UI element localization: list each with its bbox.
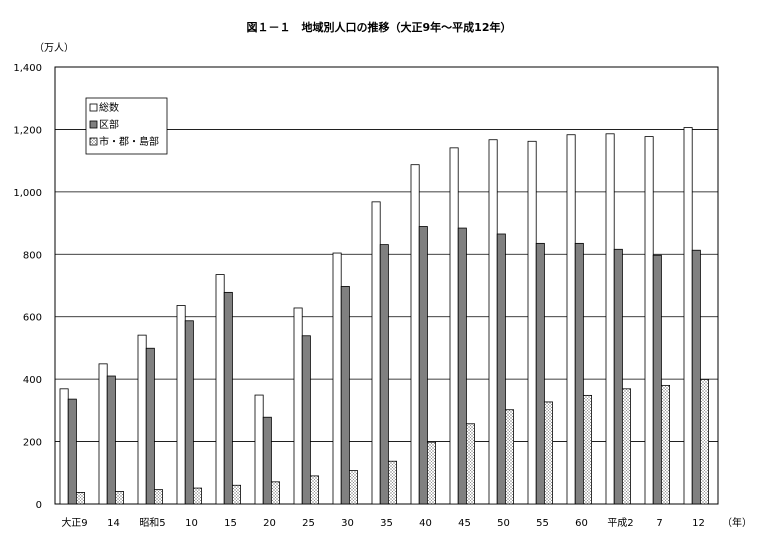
legend-label: 区部 xyxy=(99,118,119,131)
bar-white xyxy=(683,127,693,505)
x-axis-unit: （年） xyxy=(722,516,752,529)
bar-gray xyxy=(574,242,584,505)
x-tick-label: 55 xyxy=(536,518,549,529)
bar-white xyxy=(371,201,381,505)
x-tick-label: 大正9 xyxy=(61,516,87,529)
bar-gray xyxy=(652,254,662,505)
bars xyxy=(59,127,710,505)
bar-dotted xyxy=(622,388,632,505)
bar-gray xyxy=(691,249,701,505)
bar-gray xyxy=(301,335,311,505)
y-tick-label: 0 xyxy=(36,500,42,511)
y-tick-label: 400 xyxy=(23,375,42,386)
bar-white xyxy=(254,394,264,505)
legend-swatch-gray xyxy=(89,120,98,129)
x-tick-label: 50 xyxy=(497,518,510,529)
bar-gray xyxy=(67,398,77,505)
bar-white xyxy=(215,274,225,505)
y-tick-label: 800 xyxy=(23,250,42,261)
x-tick-label: 昭和5 xyxy=(139,517,165,529)
bar-gray xyxy=(496,233,506,505)
bar-dotted xyxy=(270,481,280,505)
bar-white xyxy=(59,388,69,505)
bar-gray xyxy=(613,248,623,505)
bar-dotted xyxy=(426,441,436,505)
y-axis-unit: （万人） xyxy=(34,42,74,54)
bar-white xyxy=(293,307,303,505)
bar-dotted xyxy=(153,489,163,505)
bar-white xyxy=(644,136,654,505)
x-tick-label: 25 xyxy=(302,518,315,529)
bar-dotted xyxy=(115,491,125,505)
legend-box xyxy=(85,97,168,155)
y-tick-label: 200 xyxy=(23,438,42,449)
x-tick-label: 10 xyxy=(185,518,198,529)
legend-swatch-white xyxy=(89,103,98,112)
x-tick-label: 20 xyxy=(263,518,276,529)
bar-gray xyxy=(262,416,272,505)
bar-dotted xyxy=(504,409,514,505)
chart-title: 図１－１ 地域別人口の推移（大正9年～平成12年） xyxy=(247,20,512,34)
bar-dotted xyxy=(387,460,397,505)
bar-white xyxy=(605,133,615,505)
bar-white xyxy=(527,140,537,505)
bar-white xyxy=(98,363,108,505)
x-tick-label: 14 xyxy=(107,518,120,529)
bar-gray xyxy=(340,286,350,505)
bar-white xyxy=(137,334,147,505)
legend-label: 市・郡・島部 xyxy=(99,135,159,148)
x-tick-label: 15 xyxy=(224,518,237,529)
bar-dotted xyxy=(583,394,593,505)
legend-swatch-dotted xyxy=(89,137,98,146)
x-tick-labels: 大正9 14 昭和5 10 15 20 25 30 35 40 45 50 55 60 平成2 7 12 xyxy=(61,516,705,529)
bar-dotted xyxy=(700,379,710,505)
bar-white xyxy=(449,147,459,505)
bar-gray xyxy=(418,226,428,505)
y-tick-labels: 0 200 400 600 800 1,000 1,200 1,400 xyxy=(13,63,42,511)
bar-gray xyxy=(106,375,116,505)
bar-dotted xyxy=(348,470,358,505)
x-tick-label: 30 xyxy=(341,518,354,529)
y-tick-label: 600 xyxy=(23,313,42,324)
bar-dotted xyxy=(231,484,241,505)
bar-dotted xyxy=(661,384,671,505)
bar-white xyxy=(488,139,498,505)
bar-dotted xyxy=(465,423,475,505)
x-tick-label: 7 xyxy=(656,518,662,529)
bar-white xyxy=(176,305,186,505)
x-tick-label: 35 xyxy=(380,518,393,529)
bar-gray xyxy=(145,347,155,505)
bar-dotted xyxy=(309,475,319,505)
x-tick-label: 平成2 xyxy=(607,517,633,529)
x-tick-label: 60 xyxy=(575,518,588,529)
bar-dotted xyxy=(192,487,202,505)
bar-white xyxy=(332,252,342,505)
x-tick-label: 40 xyxy=(419,518,432,529)
y-tick-label: 1,200 xyxy=(13,125,42,136)
x-tick-label: 45 xyxy=(458,518,471,529)
y-tick-label: 1,400 xyxy=(13,63,42,74)
bar-white xyxy=(566,134,576,505)
legend-label: 総数 xyxy=(99,101,119,114)
bar-gray xyxy=(379,244,389,505)
y-tick-label: 1,000 xyxy=(13,188,42,199)
bar-dotted xyxy=(544,401,554,505)
bar-gray xyxy=(223,291,233,505)
bar-gray xyxy=(184,320,194,505)
bar-gray xyxy=(535,242,545,505)
bar-white xyxy=(410,164,420,505)
bar-gray xyxy=(457,227,467,505)
bar-dotted xyxy=(76,492,86,505)
x-tick-label: 12 xyxy=(692,518,705,529)
